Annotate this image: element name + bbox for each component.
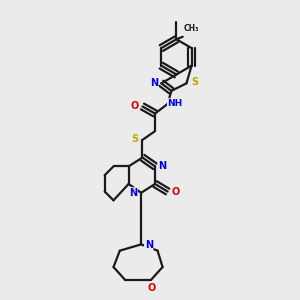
- Text: O: O: [147, 284, 155, 293]
- Text: NH: NH: [167, 99, 183, 108]
- Text: S: S: [191, 77, 198, 87]
- Text: N: N: [158, 160, 166, 171]
- Text: CH₃: CH₃: [184, 24, 200, 33]
- Text: N: N: [150, 78, 158, 88]
- Text: N: N: [145, 240, 153, 250]
- Text: O: O: [172, 187, 180, 196]
- Text: N: N: [129, 188, 137, 198]
- Text: S: S: [131, 134, 138, 144]
- Text: O: O: [131, 101, 139, 111]
